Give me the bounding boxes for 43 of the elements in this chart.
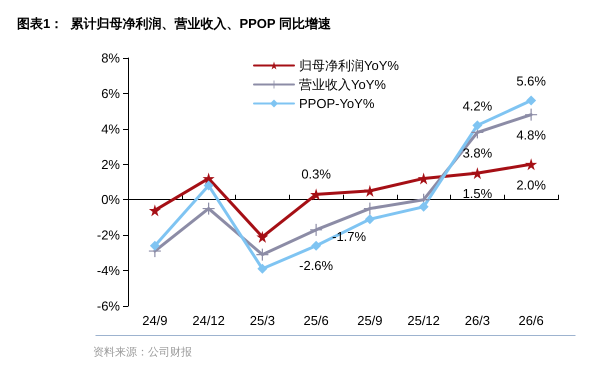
x-tick-label: 26/6 <box>518 313 544 328</box>
legend-label: 归母净利润YoY% <box>299 58 400 73</box>
x-tick-label: 25/9 <box>357 313 383 328</box>
data-label: 3.8% <box>462 145 493 160</box>
y-tick-label: 8% <box>101 50 120 66</box>
x-tick-label: 24/9 <box>142 313 168 328</box>
legend-label: 营业收入YoY% <box>299 77 386 92</box>
x-tick-label: 25/3 <box>250 313 276 328</box>
chart-title: 图表1： 累计归母净利润、营业收入、PPOP 同比增速 <box>17 16 332 31</box>
y-tick-label: -4% <box>96 263 120 278</box>
x-tick-label: 25/6 <box>303 313 329 328</box>
x-tick-label: 24/12 <box>192 313 225 328</box>
point <box>526 96 536 106</box>
point <box>150 240 160 251</box>
y-tick-label: 2% <box>101 156 120 172</box>
point <box>525 158 538 170</box>
point <box>148 204 161 216</box>
point <box>257 264 268 274</box>
point <box>310 224 322 236</box>
data-label: 4.8% <box>516 128 546 143</box>
point <box>311 240 322 251</box>
data-label: 0.3% <box>301 166 332 182</box>
y-tick-label: 4% <box>101 121 120 136</box>
legend-label: PPOP-YoY% <box>299 96 375 111</box>
data-label: 5.6% <box>516 74 546 89</box>
y-tick-label: 0% <box>101 192 120 208</box>
data-label: -1.7% <box>332 228 367 244</box>
point <box>418 202 429 212</box>
data-label: -2.6% <box>299 258 334 273</box>
point <box>364 214 375 224</box>
point <box>204 180 214 191</box>
y-tick-label: -2% <box>96 228 120 243</box>
point <box>256 230 268 243</box>
y-tick-label: -6% <box>96 298 120 314</box>
y-tick-label: 6% <box>101 86 120 101</box>
x-tick-label: 26/3 <box>464 313 490 328</box>
x-tick-label: 25/12 <box>407 313 440 328</box>
point <box>525 108 538 121</box>
data-label: 4.2% <box>462 98 493 114</box>
point <box>472 120 482 130</box>
text: 资料来源：公司财报 <box>93 346 192 358</box>
data-label: 1.5% <box>462 186 493 202</box>
data-label: 2.0% <box>516 177 546 192</box>
